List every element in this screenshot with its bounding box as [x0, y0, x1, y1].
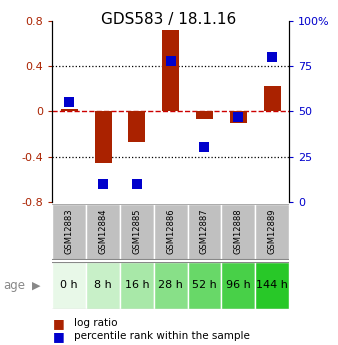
Bar [61, 109, 78, 111]
Text: GSM12889: GSM12889 [268, 208, 276, 254]
Bar [86, 204, 120, 260]
Bar [154, 262, 188, 309]
Text: log ratio: log ratio [74, 318, 118, 328]
Bar [221, 204, 255, 260]
Text: age: age [3, 279, 25, 292]
Text: ■: ■ [52, 317, 64, 330]
Bar [255, 204, 289, 260]
Bar [120, 262, 154, 309]
Text: ■: ■ [52, 330, 64, 343]
Text: 144 h: 144 h [256, 280, 288, 290]
Bar [188, 262, 221, 309]
Text: percentile rank within the sample: percentile rank within the sample [74, 332, 250, 341]
Text: 96 h: 96 h [226, 280, 251, 290]
Text: GSM12886: GSM12886 [166, 208, 175, 254]
Bar [196, 111, 213, 119]
Bar [52, 262, 86, 309]
Text: ▶: ▶ [32, 280, 41, 290]
Bar [255, 262, 289, 309]
Bar [188, 204, 221, 260]
Text: 16 h: 16 h [125, 280, 149, 290]
Text: GSM12884: GSM12884 [99, 208, 107, 254]
Text: GSM12888: GSM12888 [234, 208, 243, 254]
Bar [52, 204, 86, 260]
Text: GDS583 / 18.1.16: GDS583 / 18.1.16 [101, 12, 237, 27]
Text: GSM12883: GSM12883 [65, 208, 74, 254]
Bar [162, 30, 179, 111]
Text: GSM12885: GSM12885 [132, 208, 141, 254]
Bar [154, 204, 188, 260]
Text: 0 h: 0 h [61, 280, 78, 290]
Text: 28 h: 28 h [158, 280, 183, 290]
Bar [264, 86, 281, 111]
Bar [230, 111, 247, 122]
Bar [86, 262, 120, 309]
Bar [221, 262, 255, 309]
Text: GSM12887: GSM12887 [200, 208, 209, 254]
Bar [128, 111, 145, 142]
Bar [95, 111, 112, 163]
Text: 52 h: 52 h [192, 280, 217, 290]
Bar [120, 204, 154, 260]
Text: 8 h: 8 h [94, 280, 112, 290]
